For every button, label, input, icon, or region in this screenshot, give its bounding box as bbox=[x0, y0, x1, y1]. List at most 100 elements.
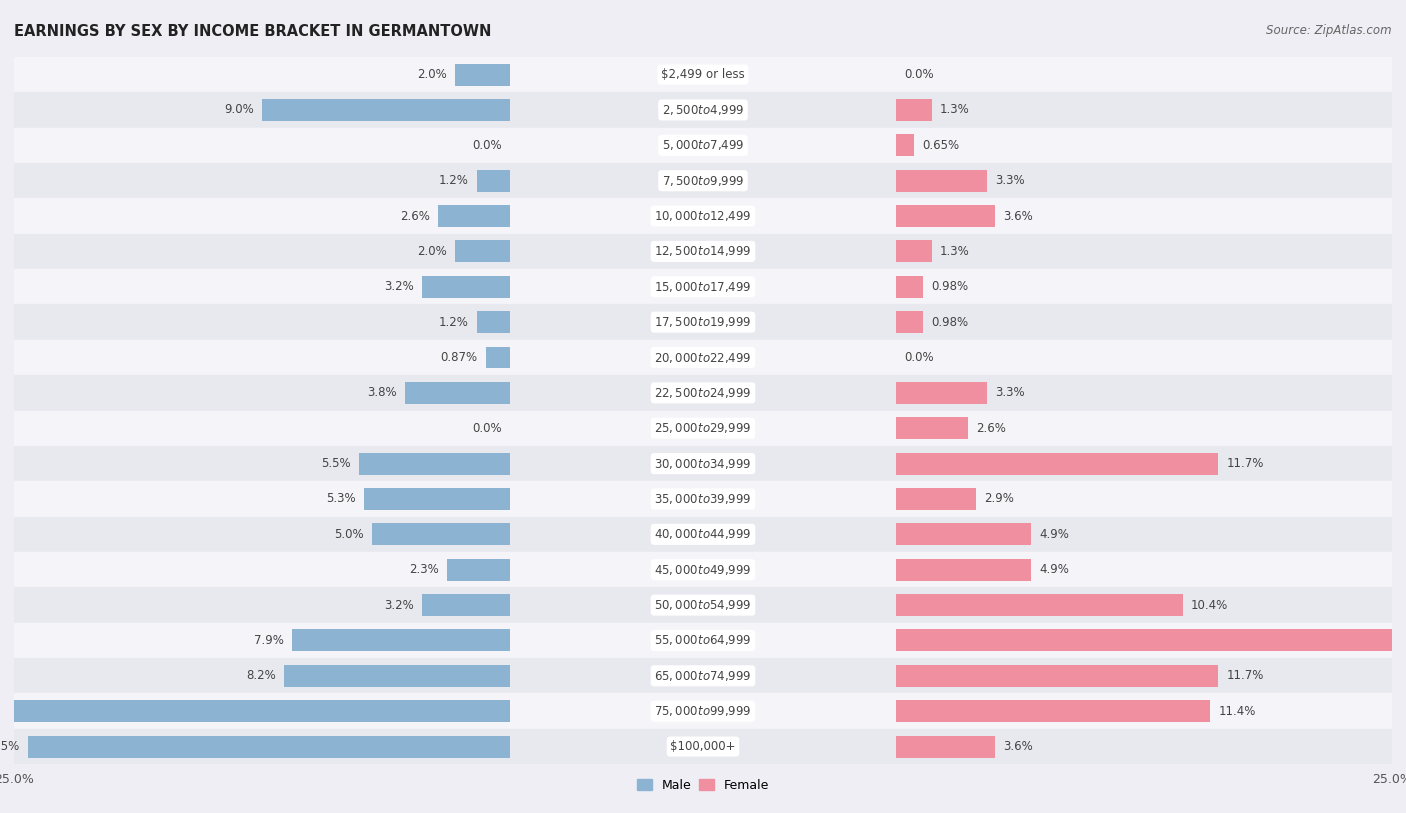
Bar bbox=[364, 488, 510, 510]
Text: 2.0%: 2.0% bbox=[418, 68, 447, 81]
Bar bbox=[14, 729, 1392, 764]
Text: $20,000 to $22,499: $20,000 to $22,499 bbox=[654, 350, 752, 364]
Text: 0.0%: 0.0% bbox=[472, 422, 502, 435]
Bar bbox=[896, 594, 1182, 616]
Bar bbox=[373, 524, 510, 546]
Text: 1.2%: 1.2% bbox=[439, 315, 468, 328]
Text: $25,000 to $29,999: $25,000 to $29,999 bbox=[654, 421, 752, 435]
Bar bbox=[14, 411, 1392, 446]
Text: EARNINGS BY SEX BY INCOME BRACKET IN GERMANTOWN: EARNINGS BY SEX BY INCOME BRACKET IN GER… bbox=[14, 24, 492, 39]
Text: 11.7%: 11.7% bbox=[1226, 669, 1264, 682]
Text: Source: ZipAtlas.com: Source: ZipAtlas.com bbox=[1267, 24, 1392, 37]
Text: 5.0%: 5.0% bbox=[335, 528, 364, 541]
Bar bbox=[14, 587, 1392, 623]
Bar bbox=[14, 659, 1392, 693]
Bar bbox=[14, 446, 1392, 481]
Text: 17.5%: 17.5% bbox=[0, 740, 20, 753]
Text: $30,000 to $34,999: $30,000 to $34,999 bbox=[654, 457, 752, 471]
Bar bbox=[456, 63, 510, 85]
Bar bbox=[477, 311, 510, 333]
Text: 2.9%: 2.9% bbox=[984, 493, 1014, 506]
Text: 0.98%: 0.98% bbox=[931, 315, 969, 328]
Bar bbox=[447, 559, 510, 580]
Bar bbox=[0, 700, 510, 722]
Bar bbox=[14, 481, 1392, 517]
Bar bbox=[14, 92, 1392, 128]
Text: 1.2%: 1.2% bbox=[439, 174, 468, 187]
Bar bbox=[896, 170, 987, 192]
Text: 2.6%: 2.6% bbox=[401, 210, 430, 223]
Text: 3.3%: 3.3% bbox=[995, 386, 1025, 399]
Text: 8.2%: 8.2% bbox=[246, 669, 276, 682]
Bar bbox=[896, 629, 1406, 651]
Bar bbox=[14, 340, 1392, 375]
Bar bbox=[14, 552, 1392, 587]
Bar bbox=[486, 346, 510, 368]
Text: 1.3%: 1.3% bbox=[941, 245, 970, 258]
Text: 9.0%: 9.0% bbox=[224, 103, 254, 116]
Bar bbox=[477, 170, 510, 192]
Text: 1.3%: 1.3% bbox=[941, 103, 970, 116]
Text: 10.4%: 10.4% bbox=[1191, 598, 1227, 611]
Text: 7.9%: 7.9% bbox=[254, 634, 284, 647]
Text: 5.3%: 5.3% bbox=[326, 493, 356, 506]
Text: $2,499 or less: $2,499 or less bbox=[661, 68, 745, 81]
Text: $55,000 to $64,999: $55,000 to $64,999 bbox=[654, 633, 752, 647]
Bar bbox=[896, 382, 987, 404]
Text: 0.0%: 0.0% bbox=[904, 351, 934, 364]
Text: 5.5%: 5.5% bbox=[321, 457, 350, 470]
Text: 3.3%: 3.3% bbox=[995, 174, 1025, 187]
Text: $45,000 to $49,999: $45,000 to $49,999 bbox=[654, 563, 752, 576]
Bar bbox=[896, 665, 1219, 687]
Bar bbox=[422, 276, 510, 298]
Text: 0.0%: 0.0% bbox=[904, 68, 934, 81]
Bar bbox=[896, 311, 922, 333]
Text: $65,000 to $74,999: $65,000 to $74,999 bbox=[654, 669, 752, 683]
Bar bbox=[896, 241, 932, 263]
Bar bbox=[14, 304, 1392, 340]
Bar bbox=[422, 594, 510, 616]
Bar bbox=[14, 623, 1392, 659]
Bar bbox=[14, 128, 1392, 163]
Text: 0.98%: 0.98% bbox=[931, 280, 969, 293]
Bar bbox=[14, 517, 1392, 552]
Bar bbox=[896, 417, 967, 439]
Text: 2.6%: 2.6% bbox=[976, 422, 1005, 435]
Legend: Male, Female: Male, Female bbox=[631, 774, 775, 797]
Text: $75,000 to $99,999: $75,000 to $99,999 bbox=[654, 704, 752, 718]
Bar bbox=[896, 700, 1211, 722]
Bar bbox=[14, 163, 1392, 198]
Bar bbox=[14, 376, 1392, 411]
Bar bbox=[896, 736, 995, 758]
Text: 2.3%: 2.3% bbox=[409, 563, 439, 576]
Bar bbox=[14, 693, 1392, 729]
Text: $40,000 to $44,999: $40,000 to $44,999 bbox=[654, 528, 752, 541]
Text: 3.6%: 3.6% bbox=[1004, 740, 1033, 753]
Bar bbox=[896, 488, 976, 510]
Bar bbox=[284, 665, 510, 687]
Text: 3.6%: 3.6% bbox=[1004, 210, 1033, 223]
Text: 11.4%: 11.4% bbox=[1219, 705, 1256, 718]
Text: 0.87%: 0.87% bbox=[440, 351, 478, 364]
Bar bbox=[14, 57, 1392, 92]
Bar bbox=[14, 233, 1392, 269]
Text: $2,500 to $4,999: $2,500 to $4,999 bbox=[662, 103, 744, 117]
Text: $22,500 to $24,999: $22,500 to $24,999 bbox=[654, 386, 752, 400]
Text: $7,500 to $9,999: $7,500 to $9,999 bbox=[662, 174, 744, 188]
Bar bbox=[896, 559, 1031, 580]
Bar bbox=[359, 453, 510, 475]
Text: $35,000 to $39,999: $35,000 to $39,999 bbox=[654, 492, 752, 506]
Bar bbox=[896, 276, 922, 298]
Bar bbox=[896, 99, 932, 121]
Text: $50,000 to $54,999: $50,000 to $54,999 bbox=[654, 598, 752, 612]
Text: 3.2%: 3.2% bbox=[384, 280, 413, 293]
Text: 3.2%: 3.2% bbox=[384, 598, 413, 611]
Text: $15,000 to $17,499: $15,000 to $17,499 bbox=[654, 280, 752, 293]
Bar bbox=[896, 453, 1219, 475]
Bar bbox=[292, 629, 510, 651]
Text: 0.65%: 0.65% bbox=[922, 139, 959, 152]
Text: $17,500 to $19,999: $17,500 to $19,999 bbox=[654, 315, 752, 329]
Bar bbox=[896, 205, 995, 227]
Bar bbox=[896, 134, 914, 156]
Text: $5,000 to $7,499: $5,000 to $7,499 bbox=[662, 138, 744, 152]
